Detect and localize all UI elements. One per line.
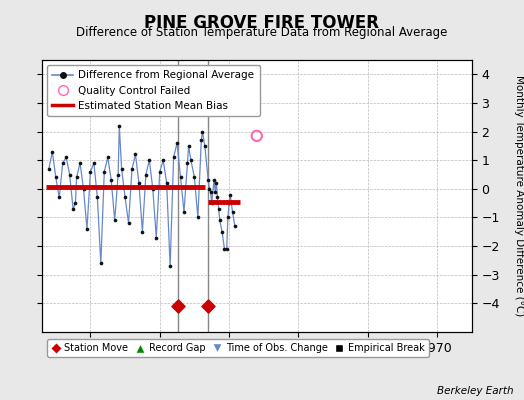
Point (96, 260, 105, 266)
Point (184, 143, 193, 149)
Point (55, 194, 63, 201)
Point (194, 214, 202, 221)
Point (51, 174, 60, 180)
Legend: Station Move, Record Gap, Time of Obs. Change, Empirical Break: Station Move, Record Gap, Time of Obs. C… (47, 339, 429, 357)
Point (198, 128, 206, 135)
Point (190, 174, 199, 180)
Point (152, 234, 160, 241)
Point (213, 194, 222, 201)
Point (79, 186, 88, 192)
Point (138, 228, 147, 235)
Point (59, 160, 67, 166)
Point (197, 137, 205, 143)
Point (231, 223, 239, 229)
Point (169, 154, 178, 160)
Point (62, 154, 70, 160)
Point (93, 194, 102, 201)
Point (104, 154, 112, 160)
Point (211, 188, 220, 195)
Point (201, 143, 209, 149)
Point (117, 166, 126, 172)
Point (214, 206, 223, 212)
Point (220, 246, 228, 252)
Point (159, 157, 167, 164)
Text: PINE GROVE FIRE TOWER: PINE GROVE FIRE TOWER (145, 14, 379, 32)
Point (69, 206, 78, 212)
Point (187, 157, 195, 164)
Point (204, 177, 212, 184)
Point (228, 208, 237, 215)
Point (177, 174, 185, 180)
Point (206, 188, 215, 195)
Point (141, 171, 150, 178)
Point (48, 148, 57, 155)
Point (86, 168, 95, 175)
Point (90, 160, 98, 166)
Point (212, 180, 221, 186)
Point (45, 166, 53, 172)
Point (128, 166, 136, 172)
Point (156, 168, 164, 175)
Legend: Difference from Regional Average, Quality Control Failed, Estimated Station Mean: Difference from Regional Average, Qualit… (47, 65, 259, 116)
Point (225, 200, 233, 206)
Point (204, 303, 212, 310)
Point (72, 174, 81, 180)
Point (124, 220, 133, 226)
Point (208, 200, 216, 206)
Point (224, 214, 232, 221)
Point (215, 217, 224, 224)
Point (76, 160, 84, 166)
Text: Berkeley Earth: Berkeley Earth (437, 386, 514, 396)
Point (135, 180, 143, 186)
Point (145, 157, 154, 164)
Point (100, 168, 108, 175)
Point (223, 246, 231, 252)
Point (111, 217, 119, 224)
Point (83, 226, 91, 232)
Point (166, 263, 174, 269)
Point (173, 303, 182, 310)
Point (121, 194, 129, 201)
Point (183, 160, 192, 166)
Point (107, 177, 115, 184)
Point (162, 180, 171, 186)
Point (210, 177, 218, 184)
Point (115, 123, 124, 129)
Point (173, 140, 181, 146)
Point (205, 186, 214, 192)
Point (149, 186, 157, 192)
Y-axis label: Monthly Temperature Anomaly Difference (°C): Monthly Temperature Anomaly Difference (… (514, 75, 523, 317)
Point (180, 208, 188, 215)
Text: Difference of Station Temperature Data from Regional Average: Difference of Station Temperature Data f… (77, 26, 447, 39)
Point (66, 171, 74, 178)
Point (218, 228, 226, 235)
Point (114, 171, 122, 178)
Point (132, 151, 140, 158)
Point (253, 133, 261, 139)
Point (71, 200, 80, 206)
Point (226, 191, 234, 198)
